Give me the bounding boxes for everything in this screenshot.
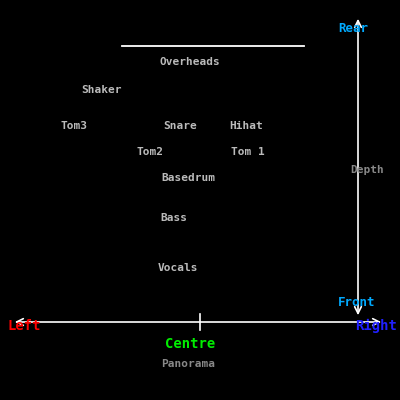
Text: Right: Right: [355, 319, 397, 333]
Text: Centre: Centre: [165, 337, 215, 351]
Text: Bass: Bass: [160, 213, 188, 223]
Text: Tom2: Tom2: [136, 147, 164, 157]
Text: Snare: Snare: [163, 121, 197, 131]
Text: Left: Left: [7, 319, 41, 333]
Text: Overheads: Overheads: [160, 57, 220, 67]
Text: Tom3: Tom3: [60, 121, 88, 131]
Text: Tom 1: Tom 1: [231, 147, 265, 157]
Text: Vocals: Vocals: [158, 263, 198, 273]
Text: Basedrum: Basedrum: [161, 173, 215, 183]
Text: Panorama: Panorama: [161, 359, 215, 369]
Text: Hihat: Hihat: [229, 121, 263, 131]
Text: Shaker: Shaker: [82, 85, 122, 95]
Text: Front: Front: [338, 296, 376, 308]
Text: Rear: Rear: [338, 22, 368, 34]
Text: Depth: Depth: [350, 165, 384, 175]
